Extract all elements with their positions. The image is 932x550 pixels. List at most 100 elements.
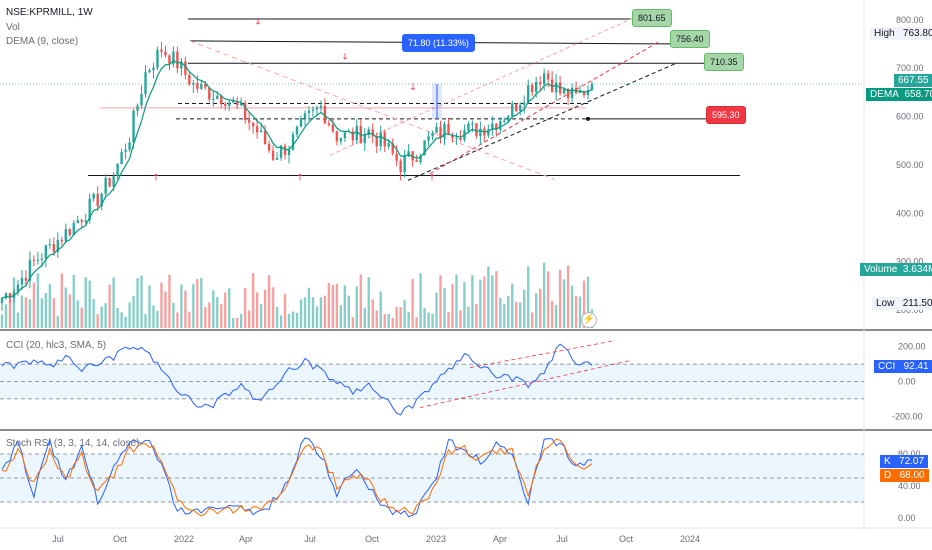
candle-body bbox=[371, 129, 374, 136]
lightning-icon[interactable]: ⚡ bbox=[581, 312, 597, 328]
candle-body bbox=[419, 155, 422, 163]
volume-bar bbox=[507, 295, 510, 328]
stoch-rsi-pane bbox=[1, 437, 593, 518]
candle-body bbox=[590, 83, 594, 90]
price-range-measure[interactable]: 71.80 (11.33%) bbox=[402, 34, 475, 52]
candle-body bbox=[399, 160, 402, 173]
level-tag-710[interactable]: 710.35 bbox=[704, 53, 744, 71]
candle-body bbox=[527, 85, 530, 103]
time-tick: Oct bbox=[365, 534, 380, 544]
volume-bar bbox=[339, 305, 343, 328]
candle-body bbox=[60, 239, 63, 242]
volume-bar bbox=[236, 317, 239, 328]
volume-tag: Volume 3.634M bbox=[860, 263, 932, 276]
low-label: Low bbox=[876, 298, 895, 309]
volume-bar bbox=[36, 273, 40, 328]
volume-bar bbox=[20, 295, 24, 328]
arrow-down-icon: ↓ bbox=[341, 52, 349, 62]
candle-body bbox=[395, 153, 398, 161]
candle-body bbox=[295, 126, 299, 135]
candle-body bbox=[499, 121, 502, 130]
level-tag-595[interactable]: 595.30 bbox=[706, 106, 746, 124]
time-axis: Jul Oct 2022 Apr Jul Oct 2023 Apr Jul Oct 2024 bbox=[0, 527, 932, 544]
volume-bar bbox=[303, 297, 307, 328]
volume-bar bbox=[212, 290, 215, 328]
volume-bar bbox=[120, 312, 123, 328]
volume-bar bbox=[419, 273, 422, 328]
candle-body bbox=[32, 259, 36, 261]
volume-bar bbox=[176, 312, 179, 328]
candle-body bbox=[351, 131, 354, 141]
level-tag-801[interactable]: 801.65 bbox=[632, 9, 672, 27]
candle-body bbox=[76, 220, 79, 223]
volume-bar bbox=[351, 317, 354, 328]
volume-bar bbox=[76, 300, 79, 328]
candle-body bbox=[431, 132, 434, 137]
candle-body bbox=[475, 123, 478, 137]
volume-bar bbox=[100, 306, 103, 328]
volume-bar bbox=[180, 284, 183, 328]
level-tag-756[interactable]: 756.40 bbox=[670, 30, 710, 48]
volume-bar bbox=[172, 302, 175, 328]
candle-body bbox=[136, 105, 139, 111]
volume-bar bbox=[403, 300, 406, 328]
candle-body bbox=[259, 130, 263, 133]
volume-bar bbox=[558, 269, 562, 328]
volume-bar bbox=[4, 304, 8, 328]
volume-bar bbox=[188, 311, 191, 328]
volume-bar bbox=[88, 280, 91, 328]
volume-bar bbox=[375, 310, 378, 328]
low-tag: Low 211.50 bbox=[872, 297, 932, 310]
volume-bar bbox=[228, 288, 231, 328]
candle-body bbox=[172, 51, 175, 65]
volume-bar bbox=[311, 297, 315, 328]
candle-body bbox=[415, 160, 418, 163]
volume-bar bbox=[132, 295, 135, 328]
volume-bar bbox=[407, 311, 410, 328]
volume-bar bbox=[523, 289, 526, 328]
candle-body bbox=[331, 124, 335, 132]
arrow-up-icon: ↑ bbox=[296, 173, 304, 183]
candle-body bbox=[566, 88, 570, 98]
volume-bar bbox=[431, 313, 434, 328]
candle-body bbox=[56, 239, 59, 252]
measure-box bbox=[432, 84, 442, 119]
volume-bar bbox=[315, 306, 319, 328]
stoch-k-label: K bbox=[884, 456, 891, 467]
volume-bar bbox=[283, 294, 287, 328]
last-price-tag: 667.55 bbox=[894, 74, 932, 87]
candle-body bbox=[523, 102, 526, 105]
volume-bar bbox=[8, 298, 12, 328]
candle-body bbox=[4, 293, 8, 299]
volume-bar bbox=[224, 292, 227, 328]
candle-body bbox=[180, 61, 183, 69]
volume-bar bbox=[28, 299, 32, 328]
volume-bar bbox=[16, 312, 20, 328]
dema-tag-label: DEMA bbox=[870, 89, 899, 100]
candle-body bbox=[263, 130, 267, 145]
candle-body bbox=[275, 157, 279, 160]
volume-tag-label: Volume bbox=[864, 264, 898, 275]
volume-bar bbox=[586, 276, 590, 328]
candle-body bbox=[367, 129, 370, 135]
high-value: 763.80 bbox=[902, 28, 932, 39]
volume-bar bbox=[156, 310, 159, 328]
candle-body bbox=[243, 102, 247, 120]
candle-body bbox=[578, 91, 582, 94]
candle-body bbox=[307, 110, 311, 114]
candle-body bbox=[423, 140, 426, 156]
candle-body bbox=[459, 137, 462, 140]
volume-bar bbox=[574, 295, 578, 328]
candle-body bbox=[271, 150, 275, 160]
volume-bar bbox=[124, 316, 127, 328]
cci-tag: CCI 92.41 bbox=[874, 360, 932, 373]
candle-body bbox=[538, 82, 542, 85]
volume-bar bbox=[355, 286, 358, 328]
candle-body bbox=[44, 245, 48, 259]
volume-bar bbox=[48, 284, 52, 328]
volume-bar bbox=[64, 287, 67, 328]
volume-bar bbox=[395, 306, 398, 328]
candle-body bbox=[220, 95, 223, 104]
volume-bar bbox=[451, 283, 454, 328]
